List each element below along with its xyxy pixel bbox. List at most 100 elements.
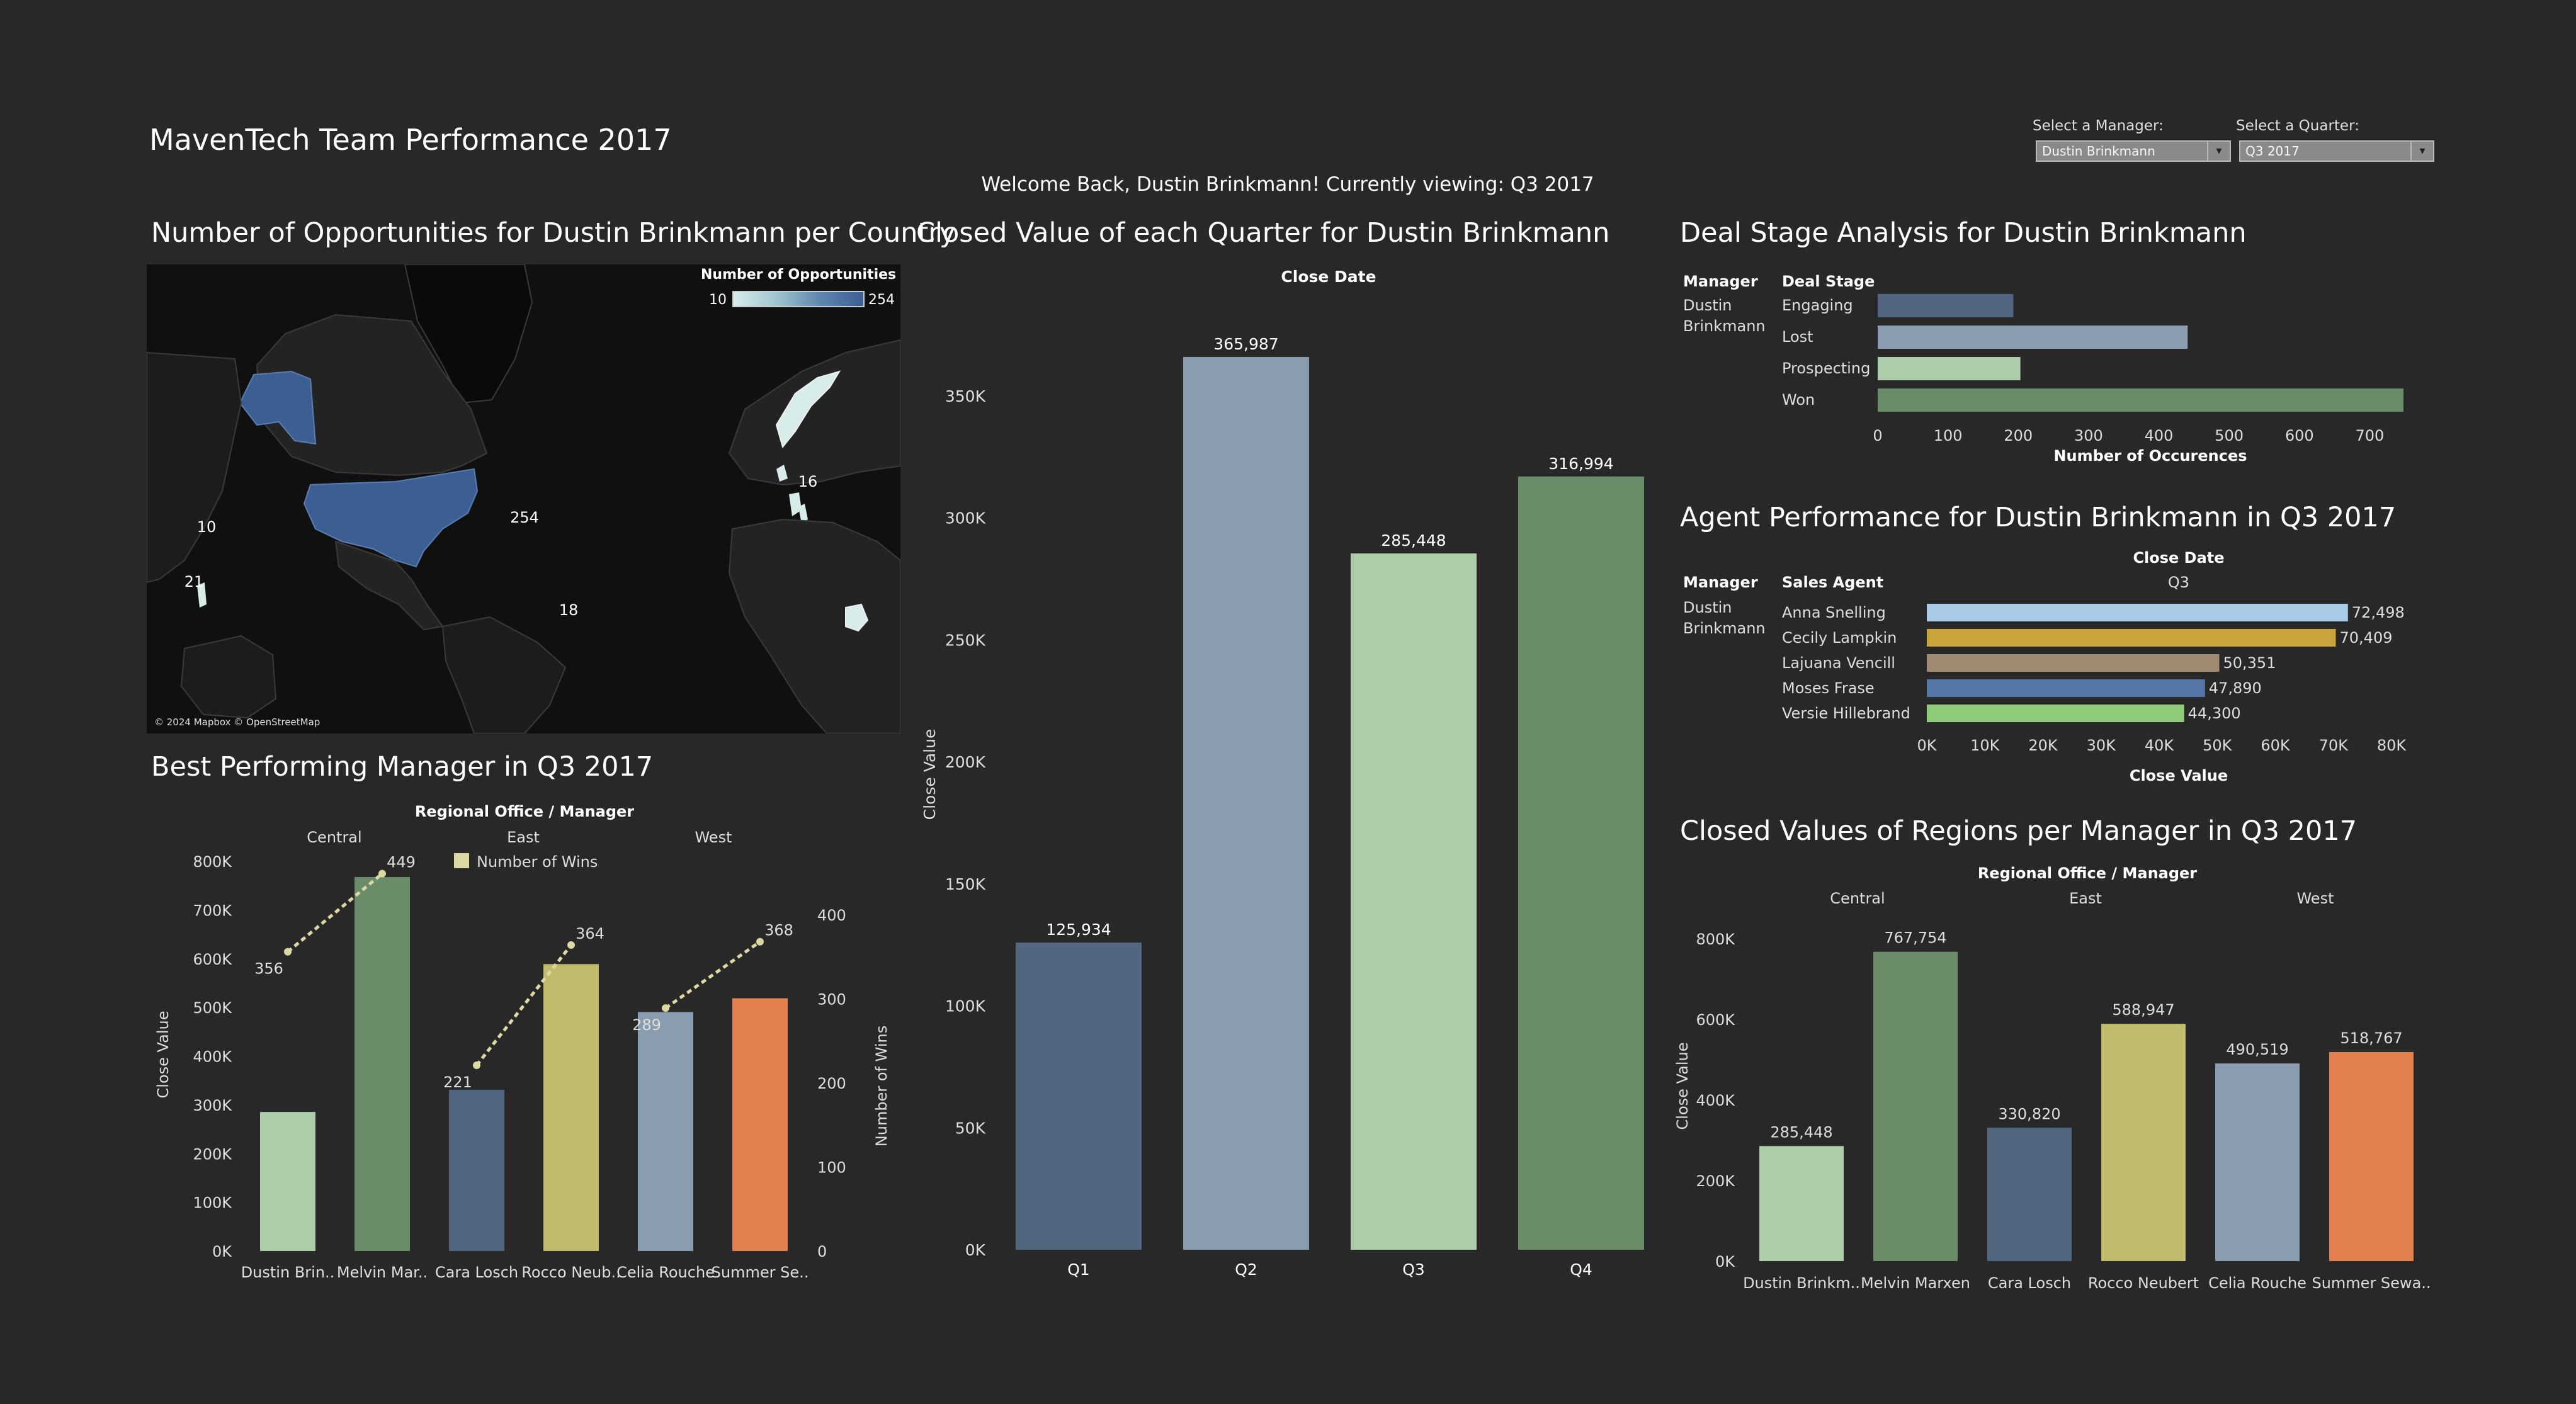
land-south-america xyxy=(441,616,567,733)
agent-name: Anna Snelling xyxy=(1782,604,1886,621)
wins-point xyxy=(662,1004,669,1012)
x-tick-label: Cara Losch xyxy=(1988,1274,2071,1292)
region-alaska[interactable] xyxy=(239,370,317,445)
y-tick-label: 0K xyxy=(212,1243,232,1260)
y-tick-label: 700K xyxy=(193,902,232,919)
y-axis-label: Close Value xyxy=(154,1011,172,1099)
quarter-dropdown[interactable]: Q3 2017 ▾ xyxy=(2239,140,2434,162)
y-tick-label: 400K xyxy=(193,1048,232,1066)
agent-name: Cecily Lampkin xyxy=(1782,629,1897,647)
y-tick-label: 600K xyxy=(193,951,232,968)
quarter-subheader: Q3 xyxy=(2168,574,2189,591)
bar-value-label: 490,519 xyxy=(2226,1041,2288,1058)
agent-name: Versie Hillebrand xyxy=(1782,705,1910,722)
bar xyxy=(1351,553,1477,1250)
bar-value-label: 47,890 xyxy=(2209,679,2262,697)
bar-value-label: 518,767 xyxy=(2340,1029,2402,1047)
quarter-dropdown-value: Q3 2017 xyxy=(2245,144,2300,159)
y-tick-label: 350K xyxy=(945,387,986,405)
region-uk[interactable] xyxy=(776,465,788,482)
close-date-header: Close Date xyxy=(2133,549,2224,567)
bar xyxy=(1873,951,1958,1261)
bar-value-label: 365,987 xyxy=(1213,335,1278,353)
x-tick-label: 700 xyxy=(2356,427,2385,444)
land-mexico xyxy=(334,540,444,631)
manager-select-label: Select a Manager: xyxy=(2033,118,2164,134)
region-portugal[interactable] xyxy=(789,492,802,516)
x-tick-label: Melvin Marxen xyxy=(1861,1274,1970,1292)
quarter-close-chart: Close Date 0K 50K 100K 150K 200K 250K 300K 350K C… xyxy=(921,268,1644,1279)
bar xyxy=(1927,654,2220,672)
opportunities-map[interactable]: 254 10 21 18 16 Number of Opportunities 10 2… xyxy=(147,264,900,733)
y-tick-label: 600K xyxy=(1696,1011,1735,1029)
manager-header: Manager xyxy=(1683,574,1758,591)
map-value-label: 10 xyxy=(197,518,217,536)
regional-office-header: Regional Office / Manager xyxy=(1978,864,2197,882)
bar xyxy=(638,1012,693,1251)
welcome-message: Welcome Back, Dustin Brinkmann! Currentl… xyxy=(981,173,1594,196)
y2-tick-label: 300 xyxy=(817,991,846,1009)
x-tick-label: Q3 xyxy=(1402,1260,1425,1279)
wins-label: 368 xyxy=(764,922,793,939)
map-value-label: 21 xyxy=(184,573,204,591)
bar-value-label: 588,947 xyxy=(2112,1001,2174,1019)
bar-value-label: 72,498 xyxy=(2352,604,2405,621)
bar xyxy=(1927,629,2336,647)
x-tick-label: 0 xyxy=(1873,427,1882,444)
y-tick-label: 200K xyxy=(193,1145,232,1163)
y-tick-label: 500K xyxy=(193,999,232,1017)
bar xyxy=(2329,1051,2414,1261)
x-tick-label: 70K xyxy=(2319,737,2349,754)
dashboard-title: MavenTech Team Performance 2017 xyxy=(149,123,672,157)
region-group-label: Central xyxy=(1830,890,1885,907)
region-usa[interactable] xyxy=(303,468,479,568)
regions-title: Closed Values of Regions per Manager in … xyxy=(1680,815,2358,847)
y-tick-label: 100K xyxy=(945,997,986,1016)
wins-label: 356 xyxy=(254,960,283,978)
x-tick-label: Rocco Neub.. xyxy=(521,1264,620,1281)
manager-name: Brinkmann xyxy=(1683,317,1766,335)
map-legend-min: 10 xyxy=(709,292,727,308)
agent-name: Moses Frase xyxy=(1782,679,1875,697)
manager-dropdown[interactable]: Dustin Brinkmann ▾ xyxy=(2036,140,2231,162)
y2-tick-label: 0 xyxy=(817,1243,827,1260)
chevron-down-icon[interactable]: ▾ xyxy=(2207,142,2230,161)
x-tick-label: Q1 xyxy=(1067,1260,1090,1279)
close-date-header: Close Date xyxy=(1281,268,1376,286)
x-tick-label: Q4 xyxy=(1570,1260,1592,1279)
land-europe xyxy=(728,339,900,486)
chevron-down-icon[interactable]: ▾ xyxy=(2410,142,2433,161)
x-tick-label: 20K xyxy=(2028,737,2058,754)
map-legend-gradient xyxy=(732,291,865,307)
map-legend-title: Number of Opportunities xyxy=(701,267,897,283)
x-tick-label: Rocco Neubert xyxy=(2088,1274,2199,1292)
bar xyxy=(355,876,410,1251)
x-tick-label: 10K xyxy=(1970,737,2000,754)
region-philippines[interactable] xyxy=(197,582,207,608)
bar-value-label: 125,934 xyxy=(1046,920,1111,939)
deal-stage-title: Deal Stage Analysis for Dustin Brinkmann xyxy=(1680,217,2247,249)
x-axis-label: Close Value xyxy=(2130,767,2228,784)
deal-stage-header: Deal Stage xyxy=(1782,273,1875,290)
bar-value-label: 44,300 xyxy=(2188,705,2241,722)
y2-tick-label: 400 xyxy=(817,907,846,924)
x-tick-label: Q2 xyxy=(1235,1260,1257,1279)
bar-value-label: 767,754 xyxy=(1884,929,1946,947)
region-italy[interactable] xyxy=(798,504,808,524)
region-kenya[interactable] xyxy=(845,603,869,632)
wins-point xyxy=(756,937,764,946)
land-australia xyxy=(180,635,277,719)
x-tick-label: 600 xyxy=(2285,427,2314,444)
legend-label: Number of Wins xyxy=(477,853,598,871)
bar xyxy=(1927,679,2205,697)
x-tick-label: Summer Se.. xyxy=(712,1264,809,1281)
wins-label: 289 xyxy=(632,1016,661,1034)
wins-line xyxy=(664,940,761,1010)
wins-label: 449 xyxy=(387,854,416,871)
manager-name: Dustin xyxy=(1683,297,1732,314)
region-group-label: Central xyxy=(307,829,361,846)
x-tick-label: 400 xyxy=(2145,427,2174,444)
region-norway[interactable] xyxy=(775,370,841,449)
y-tick-label: 100K xyxy=(193,1194,232,1212)
best-manager-chart: Regional Office / Manager Central East West… xyxy=(154,803,890,1281)
